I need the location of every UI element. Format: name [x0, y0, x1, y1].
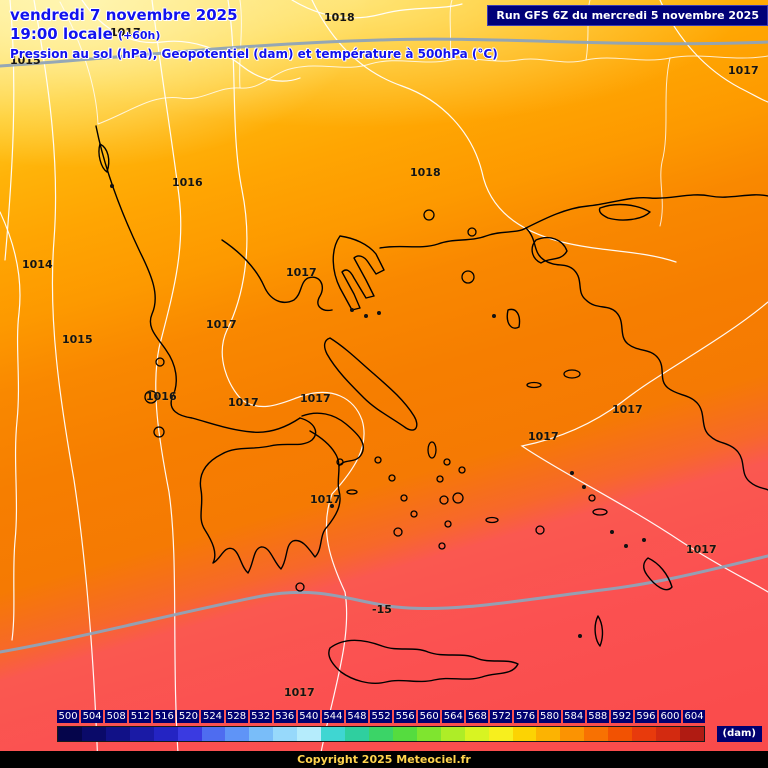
legend-color-cell — [249, 727, 274, 741]
legend-colorbar — [57, 726, 705, 742]
forecast-params: Pression au sol (hPa), Geopotentiel (dam… — [10, 46, 498, 61]
contour-label: 1018 — [410, 166, 441, 179]
legend-color-cell — [225, 727, 250, 741]
legend-color-cell — [512, 727, 537, 741]
legend-color-cell — [273, 727, 298, 741]
contour-label: 1017 — [528, 430, 559, 443]
legend-value: 512 — [129, 710, 152, 723]
legend-value: 600 — [658, 710, 682, 723]
legend-color-cell — [345, 727, 369, 741]
legend-value: 604 — [683, 710, 706, 723]
legend-color-cell — [153, 727, 178, 741]
legend-color-cell — [392, 727, 417, 741]
legend-value: 556 — [394, 710, 417, 723]
contour-label: 1017 — [686, 543, 717, 556]
islands — [110, 184, 646, 638]
legend-color-cell — [58, 727, 82, 741]
legend-color-cell — [297, 727, 322, 741]
legend-color-cell — [321, 727, 346, 741]
legend-value: 580 — [538, 710, 561, 723]
forecast-header: vendredi 7 novembre 2025 19:00 locale (+… — [10, 6, 498, 62]
forecast-date: vendredi 7 novembre 2025 — [10, 6, 238, 24]
legend-color-cell — [584, 727, 609, 741]
legend-value: 524 — [201, 710, 224, 723]
country-borders — [59, 0, 768, 227]
model-run-info: Run GFS 6Z du mercredi 5 novembre 2025 — [487, 5, 768, 26]
legend-color-cell — [464, 727, 489, 741]
legend-color-cell — [488, 727, 513, 741]
legend-value: 584 — [562, 710, 585, 723]
legend-color-cell — [608, 727, 633, 741]
legend-value: 540 — [297, 710, 320, 723]
legend-color-cell — [105, 727, 130, 741]
contour-label: 1017 — [110, 26, 141, 39]
legend-color-cell — [129, 727, 154, 741]
legend-value: 504 — [81, 710, 104, 723]
legend-value: 520 — [177, 710, 200, 723]
contour-label: 1017 — [228, 396, 259, 409]
copyright-bar: Copyright 2025 Meteociel.fr — [0, 751, 768, 768]
contour-label: 1015 — [10, 54, 41, 67]
contour-label: -15 — [372, 603, 392, 616]
contour-label: 1017 — [310, 493, 341, 506]
forecast-time: 19:00 locale (+60h) — [10, 24, 161, 43]
contour-label: 1017 — [300, 392, 331, 405]
legend-color-cell — [81, 727, 106, 741]
contour-label: 1017 — [286, 266, 317, 279]
legend-color-cell — [632, 727, 657, 741]
legend-values: 500 504 508 512 516 520 524 528 532 536 540 544 548 5… — [57, 710, 706, 723]
contour-label: 1016 — [146, 390, 177, 403]
contour-label: 1017 — [728, 64, 759, 77]
legend-color-cell — [536, 727, 561, 741]
coastlines — [95, 125, 768, 684]
legend-value: 568 — [466, 710, 489, 723]
legend-color-cell — [560, 727, 585, 741]
legend-color-cell — [177, 727, 202, 741]
contour-label: 1016 — [172, 176, 203, 189]
contour-label: 1017 — [206, 318, 237, 331]
legend-value: 560 — [418, 710, 441, 723]
legend-color-cell — [656, 727, 680, 741]
legend-value: 576 — [514, 710, 537, 723]
legend-value: 592 — [610, 710, 633, 723]
legend-value: 548 — [345, 710, 369, 723]
contour-label: 1018 — [324, 11, 355, 24]
legend-value: 544 — [321, 710, 344, 723]
legend-color-cell — [679, 727, 704, 741]
legend-color-cell — [201, 727, 226, 741]
legend-value: 516 — [153, 710, 176, 723]
contour-label: 1017 — [612, 403, 643, 416]
legend-value: 532 — [249, 710, 272, 723]
legend-value: 500 — [57, 710, 80, 723]
legend-value: 528 — [225, 710, 248, 723]
legend-value: 552 — [370, 710, 393, 723]
contour-label: 1014 — [22, 258, 53, 271]
legend-value: 564 — [442, 710, 465, 723]
legend-color-cell — [368, 727, 393, 741]
legend-value: 572 — [490, 710, 513, 723]
contour-label: 1017 — [284, 686, 315, 699]
legend-color-cell — [416, 727, 441, 741]
legend-value: 588 — [586, 710, 609, 723]
contour-label: 1015 — [62, 333, 93, 346]
legend-value: 536 — [273, 710, 296, 723]
legend-color-cell — [440, 727, 465, 741]
legend-unit: (dam) — [716, 726, 762, 742]
legend-value: 596 — [634, 710, 657, 723]
forecast-offset: (+60h) — [117, 28, 161, 42]
legend-value: 508 — [105, 710, 128, 723]
